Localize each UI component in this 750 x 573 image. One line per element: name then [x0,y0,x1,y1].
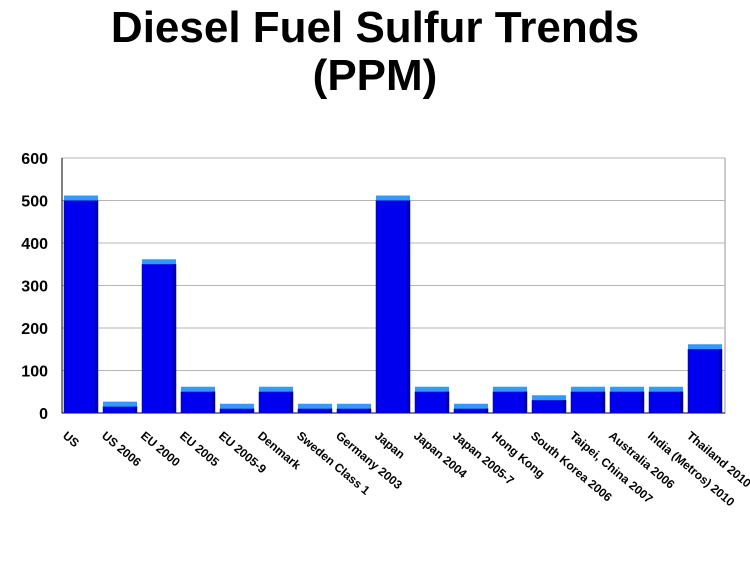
bar [570,391,606,414]
x-tick-label: Germany 2003 [333,429,405,493]
bar-side [134,406,137,413]
bar-top [610,386,644,392]
chart-title: Diesel Fuel Sulfur Trends (PPM) [0,4,750,100]
bar-top [688,344,722,350]
bar-side [407,200,410,413]
bar [297,408,333,414]
bar-top [220,403,254,409]
bar-top [571,386,605,392]
bar-side [251,408,254,413]
bar-side [563,400,566,413]
bar-side [368,408,371,413]
bar-top [376,195,410,201]
y-tick-label: 0 [39,406,48,423]
bar [609,391,645,414]
bar [219,408,255,414]
y-tick-label: 100 [21,364,48,381]
bar-top [454,403,488,409]
bar-side [446,391,449,413]
chart-title-line-2: (PPM) [312,51,438,100]
bar [180,391,216,414]
y-tick-label: 400 [21,236,48,253]
bar-top [532,395,566,401]
y-tick-label: 300 [21,279,48,296]
bar-top [142,259,176,265]
y-tick-label: 600 [21,151,48,168]
x-tick-label: Japan [372,429,408,462]
bar [63,200,99,414]
bar [102,406,138,414]
bar [414,391,450,414]
bar-top [181,386,215,392]
bar-top [649,386,683,392]
bar-side [212,391,215,413]
x-tick-label: Australia 2006 [606,429,678,492]
chart-title-line-1: Diesel Fuel Sulfur Trends [110,3,640,52]
bar-top [259,386,293,392]
bar [648,391,684,414]
bar-top [298,403,332,409]
x-tick-label: US [60,429,82,450]
bar [141,264,177,414]
x-tick-label: EU 2000 [138,429,183,470]
bar [453,408,489,414]
bar [492,391,528,414]
bar-side [173,264,176,413]
bar-side [290,391,293,413]
x-tick-label: US 2006 [99,429,144,470]
bar [375,200,411,414]
bar-side [719,349,722,413]
bar [258,391,294,414]
bar-top [103,401,137,407]
bar [531,400,567,414]
bar-top [493,386,527,392]
bar-top [64,195,98,201]
bar-side [485,408,488,413]
bar-top [415,386,449,392]
bar-side [329,408,332,413]
y-tick-label: 500 [21,194,48,211]
bar-side [524,391,527,413]
bar-side [95,200,98,413]
y-tick-label: 200 [21,321,48,338]
bar [336,408,372,414]
bar [687,349,723,414]
x-tick-label: EU 2005 [177,429,222,470]
bar-side [641,391,644,413]
bar-side [602,391,605,413]
bar-top [337,403,371,409]
bar-side [680,391,683,413]
